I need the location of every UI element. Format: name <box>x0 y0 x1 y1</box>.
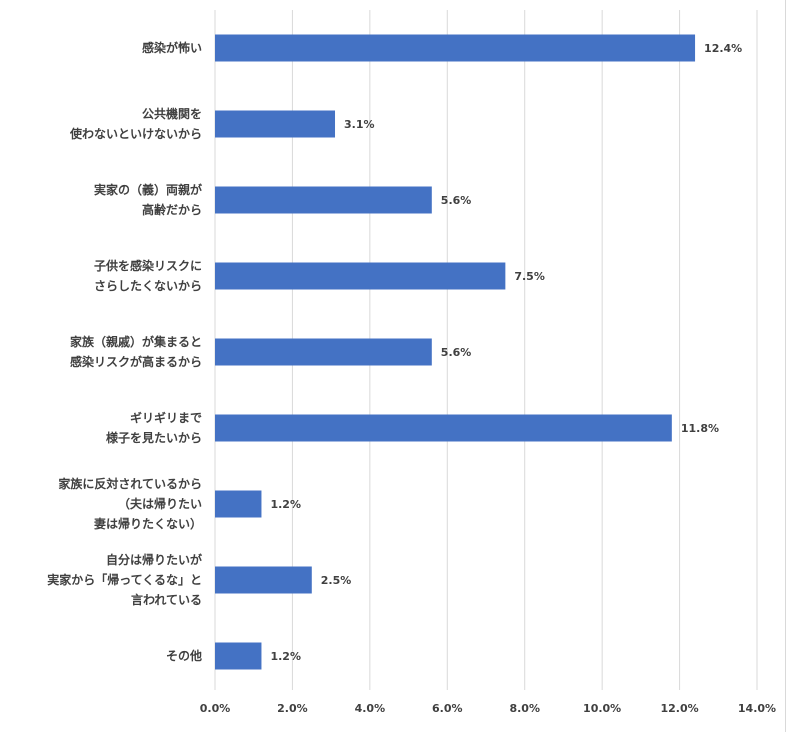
category-label-line: 様子を見たいから <box>105 431 202 445</box>
data-label: 7.5% <box>514 270 545 283</box>
category-label-line: 自分は帰りたいが <box>105 553 202 567</box>
data-label: 2.5% <box>321 574 352 587</box>
data-label: 3.1% <box>344 118 375 131</box>
category-label: 公共機関を使わないといけないから <box>2 104 202 144</box>
category-label-line: 妻は帰りたくない） <box>93 517 202 531</box>
category-label-line: 感染リスクが高まるから <box>69 355 202 369</box>
x-tick-label: 12.0% <box>660 702 698 715</box>
category-label-line: 言われている <box>130 593 202 607</box>
category-label: ギリギリまで様子を見たいから <box>2 408 202 448</box>
bar <box>215 110 336 138</box>
x-tick-label: 14.0% <box>738 702 776 715</box>
category-label-line: 子供を感染リスクに <box>93 259 202 273</box>
x-tick-label: 6.0% <box>432 702 463 715</box>
category-label: 家族（親戚）が集まると 感染リスクが高まるから <box>2 332 202 372</box>
category-label: 子供を感染リスクに さらしたくないから <box>2 256 202 296</box>
bar <box>215 34 696 62</box>
data-label: 1.2% <box>270 650 301 663</box>
category-label: その他 <box>2 646 202 666</box>
category-label-line: 家族に反対されているから <box>58 477 202 491</box>
category-label-line: 使わないといけないから <box>69 127 202 141</box>
category-label-line: 公共機関を <box>141 107 202 121</box>
category-label: 実家の（義）両親が高齢だから <box>2 180 202 220</box>
bar <box>215 490 262 518</box>
category-label-line: ギリギリまで <box>129 411 202 425</box>
data-label: 5.6% <box>441 194 472 207</box>
category-label-line: 家族（親戚）が集まると <box>69 335 202 349</box>
data-label: 11.8% <box>681 422 719 435</box>
bar <box>215 566 312 594</box>
x-tick-label: 8.0% <box>509 702 540 715</box>
category-label-line: 実家の（義）両親が <box>93 183 202 197</box>
category-label-line: （夫は帰りたい <box>117 497 202 511</box>
category-label-line: 実家から「帰ってくるな」と <box>47 573 202 587</box>
data-label: 1.2% <box>270 498 301 511</box>
category-label-line: その他 <box>165 649 202 663</box>
category-label-line: 感染が怖い <box>141 41 202 55</box>
x-tick-label: 2.0% <box>277 702 308 715</box>
category-label-line: 高齢だから <box>141 203 202 217</box>
bar <box>215 642 262 670</box>
x-tick-label: 4.0% <box>355 702 386 715</box>
category-label: 自分は帰りたいが実家から「帰ってくるな」と言われている <box>2 550 202 610</box>
data-label: 5.6% <box>441 346 472 359</box>
category-label-line: さらしたくないから <box>93 279 202 293</box>
x-tick-label: 0.0% <box>200 702 231 715</box>
bar <box>215 338 432 366</box>
x-tick-label: 10.0% <box>583 702 621 715</box>
bar <box>215 414 672 442</box>
category-label: 家族に反対されているから （夫は帰りたい妻は帰りたくない） <box>2 474 202 534</box>
category-label: 感染が怖い <box>2 38 202 58</box>
data-label: 12.4% <box>704 42 742 55</box>
bar <box>215 186 432 214</box>
bar <box>215 262 506 290</box>
